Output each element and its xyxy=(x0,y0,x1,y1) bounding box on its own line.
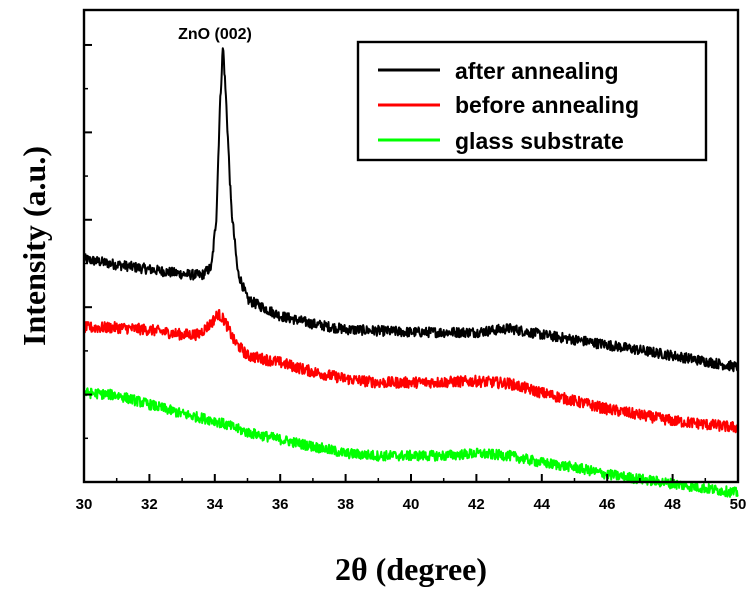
y-axis-title: Intensity (a.u.) xyxy=(16,146,52,346)
x-tick-label: 40 xyxy=(403,496,420,513)
x-tick-label: 48 xyxy=(664,496,681,513)
x-axis-title: 2θ (degree) xyxy=(335,551,487,587)
y-ticks xyxy=(84,43,92,483)
x-tick-label: 50 xyxy=(730,496,747,513)
x-ticks xyxy=(83,474,739,482)
x-tick-label: 42 xyxy=(468,496,485,513)
series-layer xyxy=(83,47,739,498)
series-line-after-annealing xyxy=(83,47,739,373)
legend-label-before: before annealing xyxy=(455,92,639,118)
x-tick-label: 32 xyxy=(141,496,158,513)
x-tick-label: 44 xyxy=(533,496,550,513)
x-tick-labels: 30 32 34 36 38 40 42 44 46 48 50 xyxy=(76,496,747,513)
x-tick-label: 30 xyxy=(76,496,93,513)
peak-annotation: ZnO (002) xyxy=(178,26,252,43)
legend-label-glass: glass substrate xyxy=(455,128,624,154)
legend: after annealing before annealing glass s… xyxy=(356,40,708,162)
x-tick-label: 46 xyxy=(599,496,616,513)
x-tick-label: 36 xyxy=(272,496,289,513)
x-tick-label: 38 xyxy=(337,496,354,513)
legend-label-after: after annealing xyxy=(455,58,619,84)
series-line-glass-substrate xyxy=(83,387,739,498)
x-tick-label: 34 xyxy=(206,496,223,513)
series-line-before-annealing xyxy=(83,309,739,434)
